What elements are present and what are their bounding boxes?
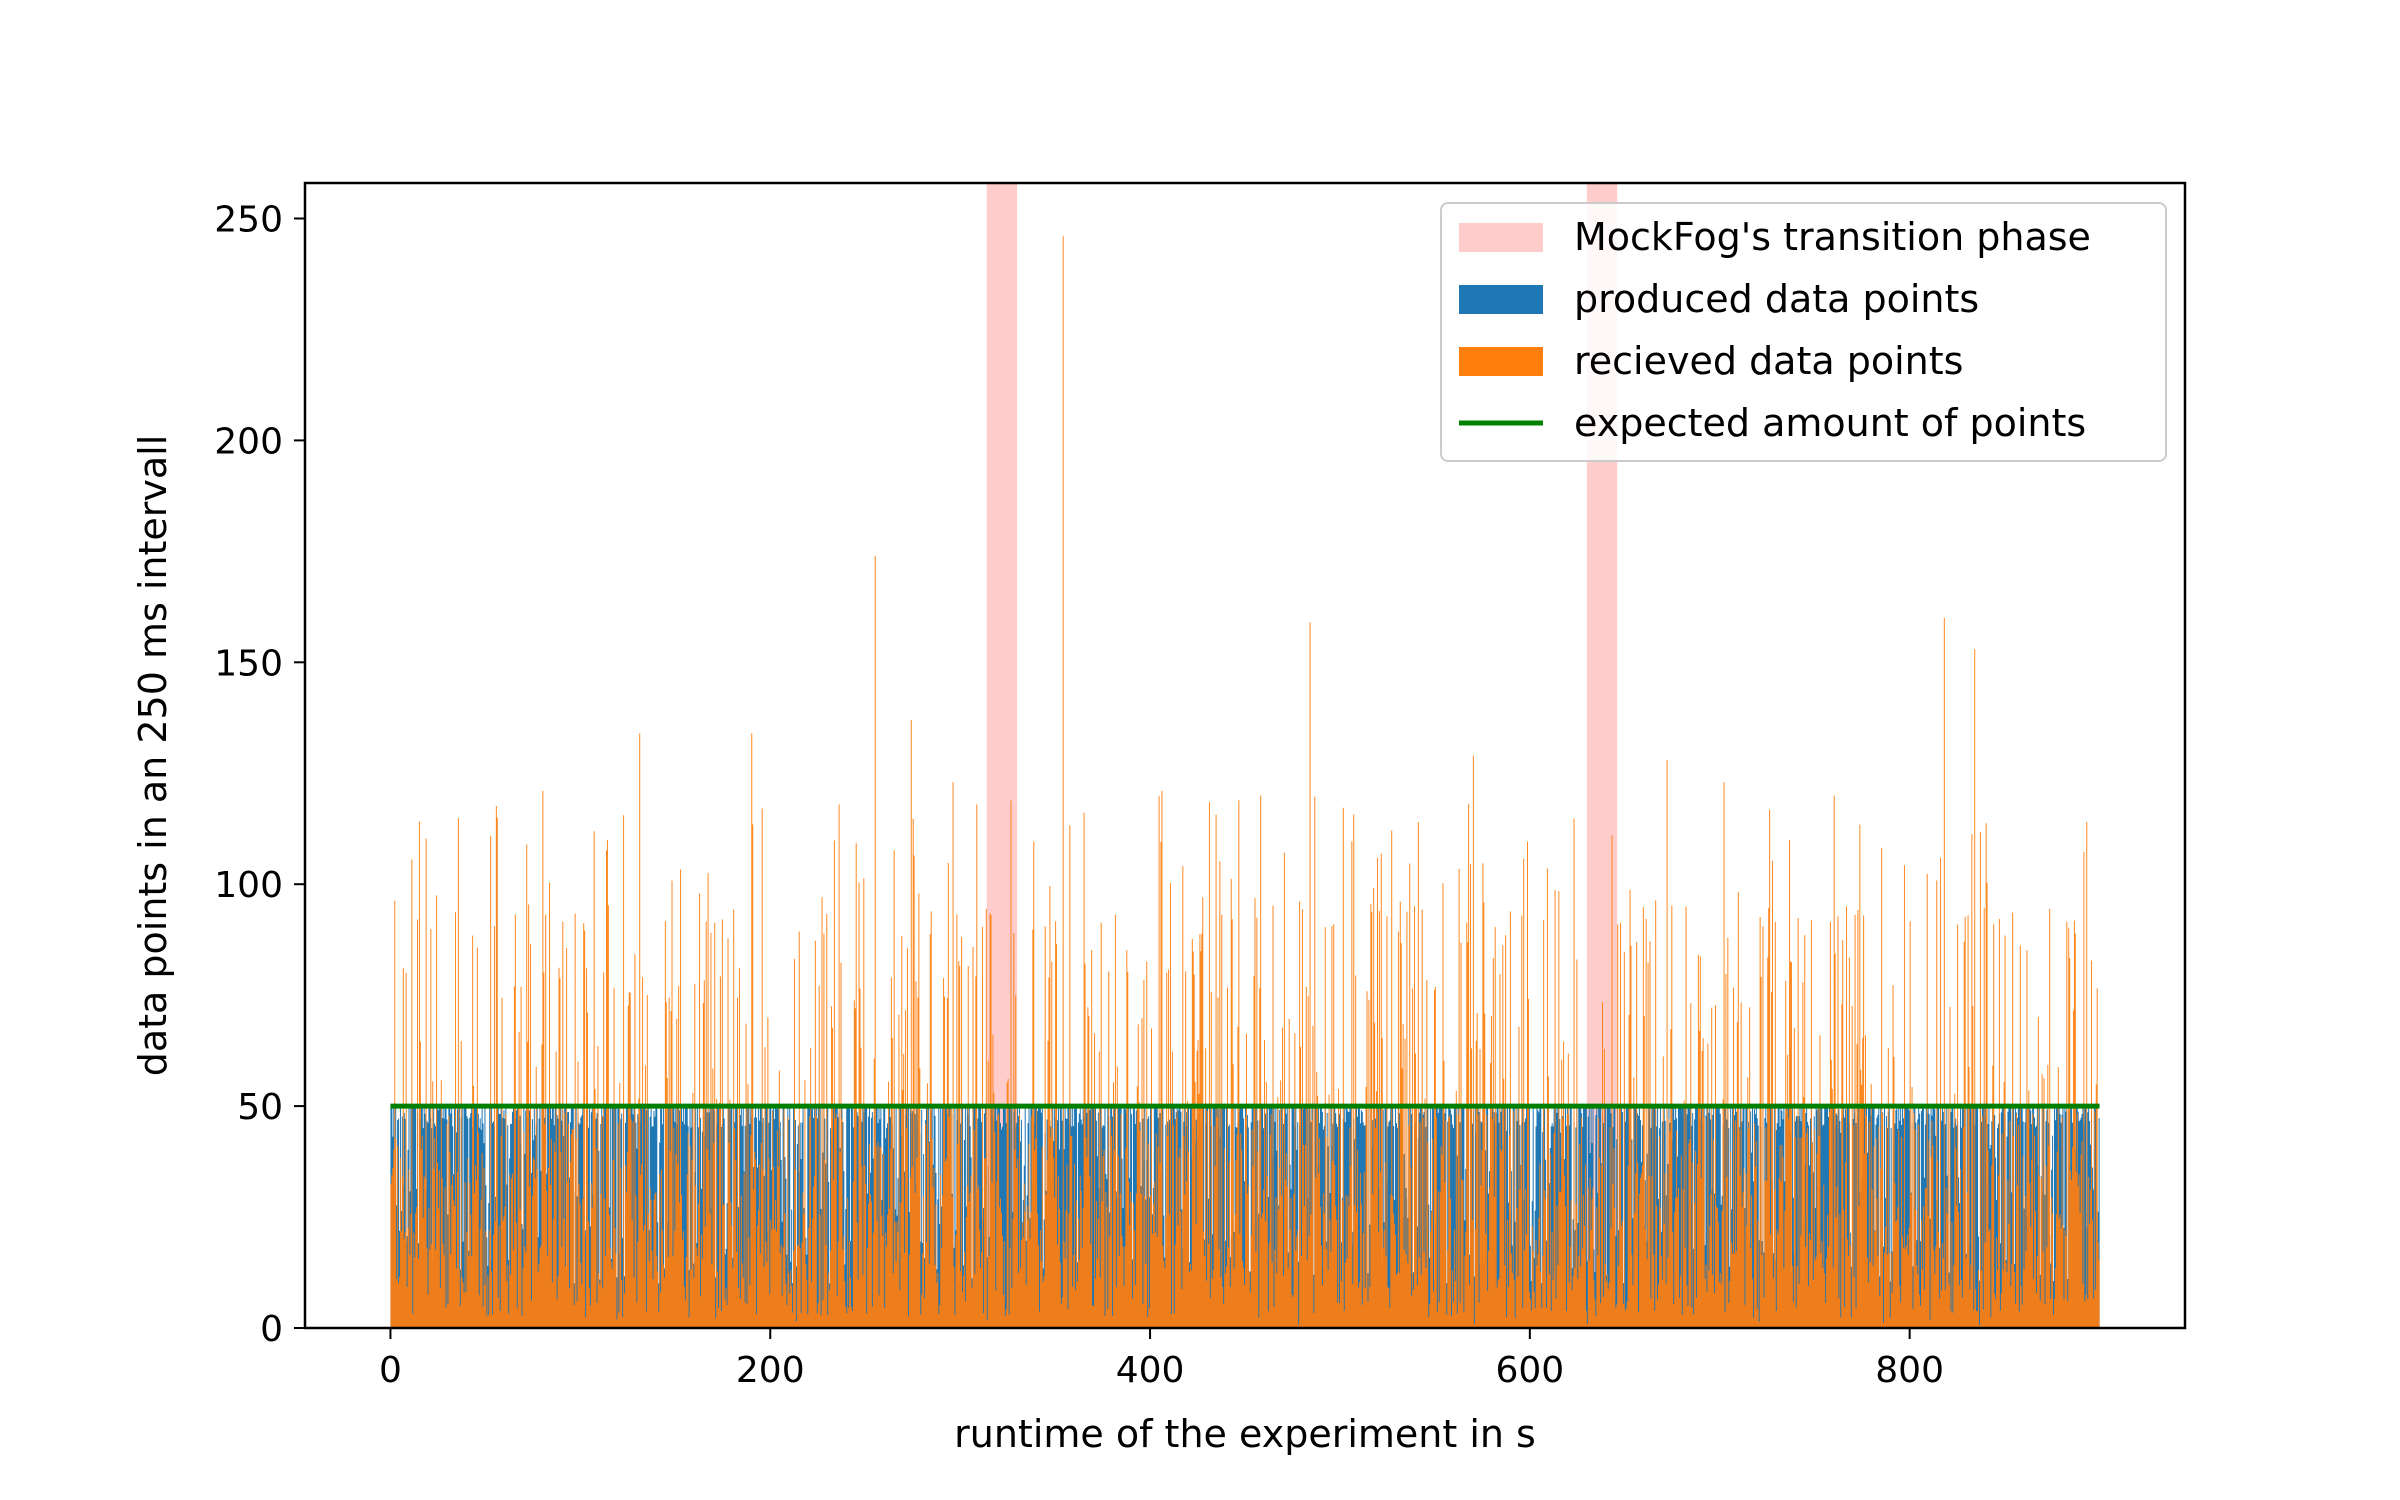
y-tick-label: 200 [214,421,283,462]
legend-item: expected amount of points [1459,401,2086,445]
y-tick-label: 0 [260,1309,283,1350]
plot-frame [303,181,2187,1330]
received-bars [390,236,2100,1328]
x-axis-title: runtime of the experiment in s [954,1412,1536,1456]
received-data-bars [390,236,2100,1328]
legend: MockFog's transition phase produced data … [1440,202,2167,462]
y-axis: 0 50 100 150 200 250 [214,200,305,1350]
legend-item: produced data points [1459,277,1979,321]
y-tick-label: 150 [214,643,283,684]
legend-label: produced data points [1574,277,1979,321]
legend-label: expected amount of points [1574,401,2086,445]
legend-patch-swatch [1459,223,1543,252]
x-tick-label: 200 [736,1350,805,1391]
legend-item: MockFog's transition phase [1459,215,2091,259]
x-tick-label: 800 [1875,1350,1944,1391]
legend-label: MockFog's transition phase [1574,215,2091,259]
x-axis: 0 200 400 600 800 [379,1328,1944,1391]
legend-label: recieved data points [1574,339,1963,383]
y-tick-label: 50 [237,1087,283,1128]
legend-patch-swatch [1459,285,1543,314]
legend-item: recieved data points [1459,339,1963,383]
y-tick-label: 100 [214,865,283,906]
x-tick-label: 400 [1116,1350,1185,1391]
y-axis-title: data points in an 250 ms intervall [131,435,175,1077]
x-tick-label: 600 [1495,1350,1564,1391]
x-tick-label: 0 [379,1350,402,1391]
legend-patch-swatch [1459,347,1543,376]
y-tick-label: 250 [214,200,283,241]
legend-box [1440,202,2167,462]
